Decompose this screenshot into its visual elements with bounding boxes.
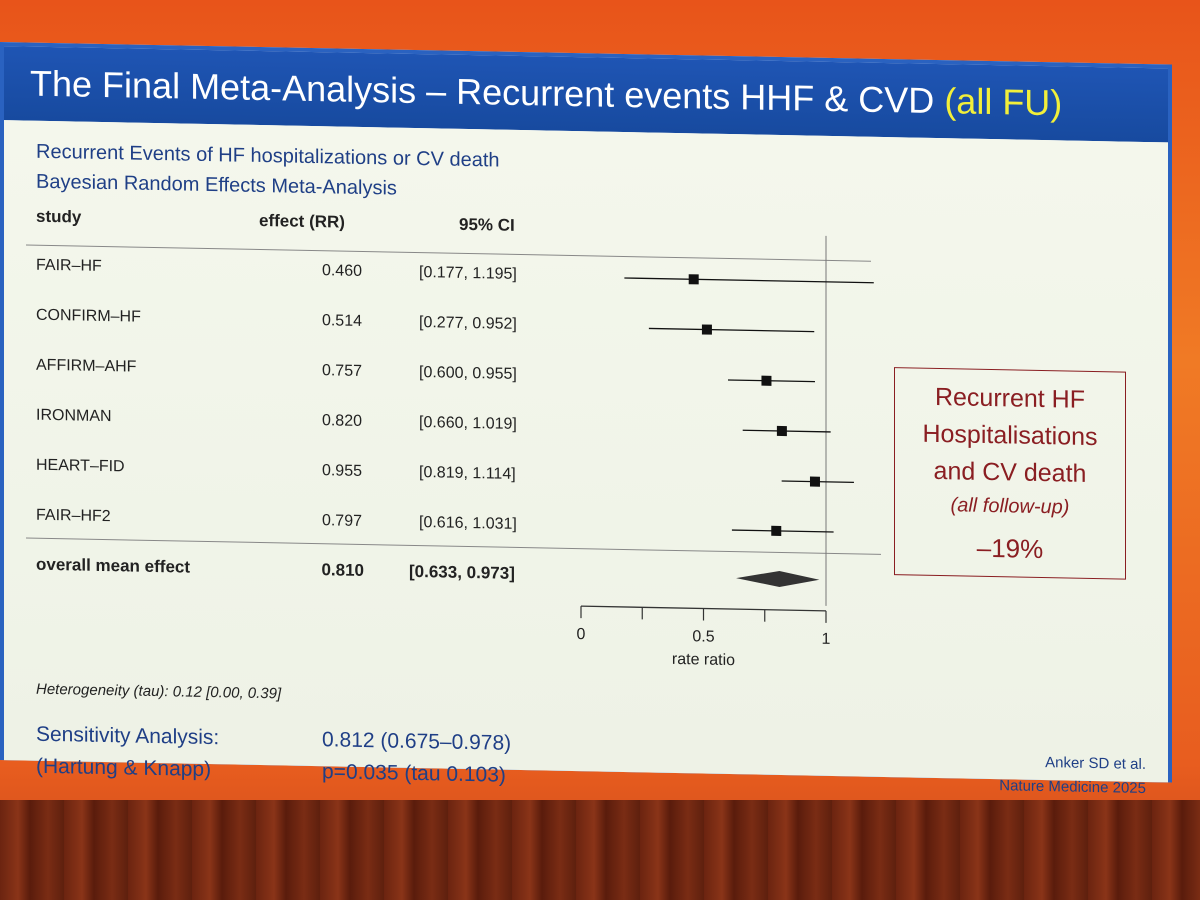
study-name: CONFIRM–HF [36, 306, 141, 326]
callout-line-2: Hospitalisations [922, 419, 1098, 452]
study-effect: 0.820 [321, 412, 362, 430]
ci-line [742, 429, 831, 433]
study-effect: 0.797 [321, 512, 362, 530]
x-axis-label: rate ratio [672, 651, 735, 669]
effect-marker [776, 425, 787, 437]
overall-name: overall mean effect [36, 554, 191, 577]
citation-author: Anker SD et al. [1045, 754, 1146, 774]
effect-marker [771, 525, 782, 537]
header-study: study [36, 206, 82, 227]
study-name: FAIR–HF [36, 256, 102, 275]
slide-content: Recurrent Events of HF hospitalizations … [4, 120, 1168, 797]
study-name: HEART–FID [36, 456, 125, 476]
overall-rule [26, 537, 881, 555]
effect-marker [701, 324, 712, 335]
ci-line [728, 379, 815, 383]
ci-line [781, 480, 854, 484]
stage-background [0, 800, 1200, 900]
study-ci: [0.616, 1.031] [419, 514, 517, 533]
ci-line [624, 277, 874, 284]
ci-line [731, 529, 834, 533]
effect-marker [761, 375, 772, 386]
callout-line-3: and CV death [933, 456, 1087, 488]
study-ci: [0.600, 0.955] [419, 364, 517, 383]
overall-effect: 0.810 [321, 560, 364, 580]
study-effect: 0.460 [321, 262, 362, 280]
overall-diamond [736, 570, 820, 587]
sensitivity-pvalue: p=0.035 (tau 0.103) [322, 760, 506, 787]
citation-journal: Nature Medicine 2025 [999, 777, 1146, 798]
study-ci: [0.660, 1.019] [419, 414, 517, 433]
presentation-slide: The Final Meta-Analysis – Recurrent even… [0, 42, 1172, 797]
sensitivity-label: Sensitivity Analysis: [36, 722, 220, 750]
overall-ci: [0.633, 0.973] [409, 561, 515, 583]
result-callout: Recurrent HF Hospitalisations and CV dea… [894, 367, 1126, 580]
study-ci: [0.177, 1.195] [419, 264, 517, 283]
x-tick-label: 1 [822, 631, 831, 648]
ci-line [648, 327, 815, 333]
header-ci: 95% CI [459, 214, 515, 235]
header-effect: effect (RR) [259, 210, 345, 232]
x-axis [581, 605, 826, 612]
header-rule [26, 244, 871, 262]
callout-line-4: (all follow-up) [950, 494, 1070, 519]
study-ci: [0.819, 1.114] [419, 464, 516, 483]
x-tick-label: 0.5 [692, 628, 714, 645]
study-name: FAIR–HF2 [36, 506, 111, 526]
study-effect: 0.955 [321, 462, 362, 480]
sensitivity-value: 0.812 (0.675–0.978) [322, 728, 512, 755]
study-name: IRONMAN [36, 406, 112, 426]
study-effect: 0.514 [321, 312, 362, 330]
x-tick-label: 0 [577, 626, 586, 643]
effect-marker [688, 274, 699, 285]
heterogeneity-note: Heterogeneity (tau): 0.12 [0.00, 0.39] [36, 680, 282, 703]
sensitivity-method: (Hartung & Knapp) [36, 754, 212, 782]
callout-line-1: Recurrent HF [934, 382, 1086, 414]
title-main: The Final Meta-Analysis – Recurrent even… [30, 62, 945, 122]
subtitle-outcome: Recurrent Events of HF hospitalizations … [36, 140, 500, 172]
study-name: AFFIRM–AHF [36, 356, 137, 376]
callout-percent: –19% [976, 532, 1044, 565]
effect-marker [809, 476, 820, 487]
study-effect: 0.757 [321, 362, 362, 380]
subtitle-method: Bayesian Random Effects Meta-Analysis [36, 170, 397, 200]
title-highlight: (all FU) [944, 80, 1063, 124]
study-ci: [0.277, 0.952] [419, 314, 517, 333]
